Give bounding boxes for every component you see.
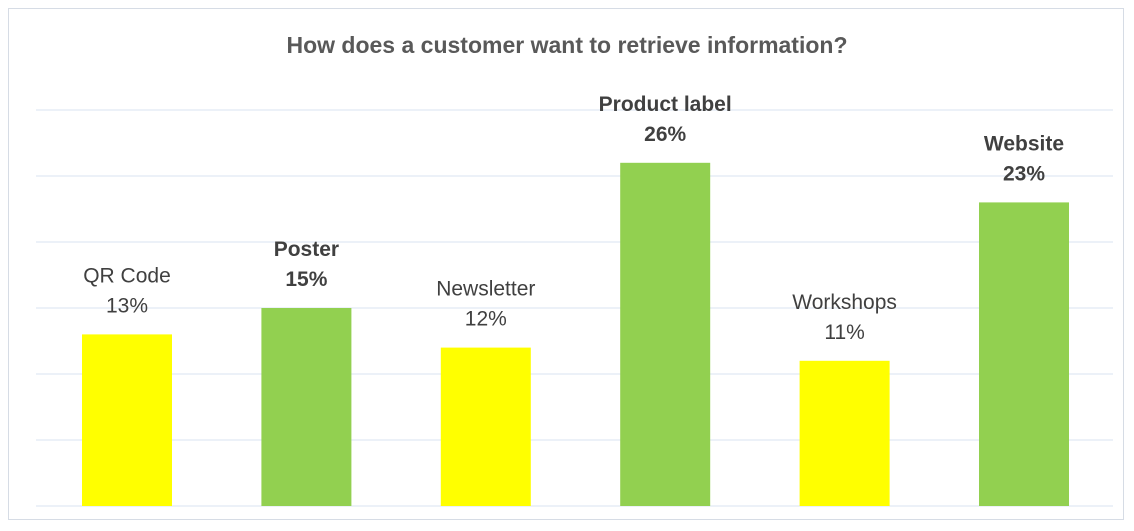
- bars: [82, 162, 1069, 507]
- value-label: 12%: [465, 308, 507, 331]
- bar-website: [979, 202, 1069, 506]
- bar-newsletter: [440, 347, 531, 506]
- bar-workshops: [799, 360, 890, 506]
- bar-product-label: [620, 162, 711, 507]
- value-label: 13%: [106, 294, 148, 317]
- category-label: QR Code: [83, 264, 171, 287]
- value-label: 15%: [285, 268, 327, 291]
- bar-qr-code: [82, 334, 172, 506]
- data-labels: QR Code 13% Poster 15% Newsletter 12% Product …: [83, 93, 1064, 344]
- category-label: Product label: [599, 93, 732, 116]
- category-label: Workshops: [792, 291, 897, 314]
- category-label: Website: [984, 132, 1064, 155]
- bar-poster: [261, 308, 352, 506]
- value-label: 26%: [644, 123, 686, 146]
- category-label: Poster: [274, 238, 339, 261]
- category-label: Newsletter: [436, 278, 535, 301]
- gridlines: [36, 109, 1113, 507]
- value-label: 23%: [1003, 162, 1045, 185]
- value-label: 11%: [824, 321, 864, 344]
- chart-title: How does a customer want to retrieve inf…: [286, 32, 848, 58]
- chart-frame: [8, 8, 1124, 520]
